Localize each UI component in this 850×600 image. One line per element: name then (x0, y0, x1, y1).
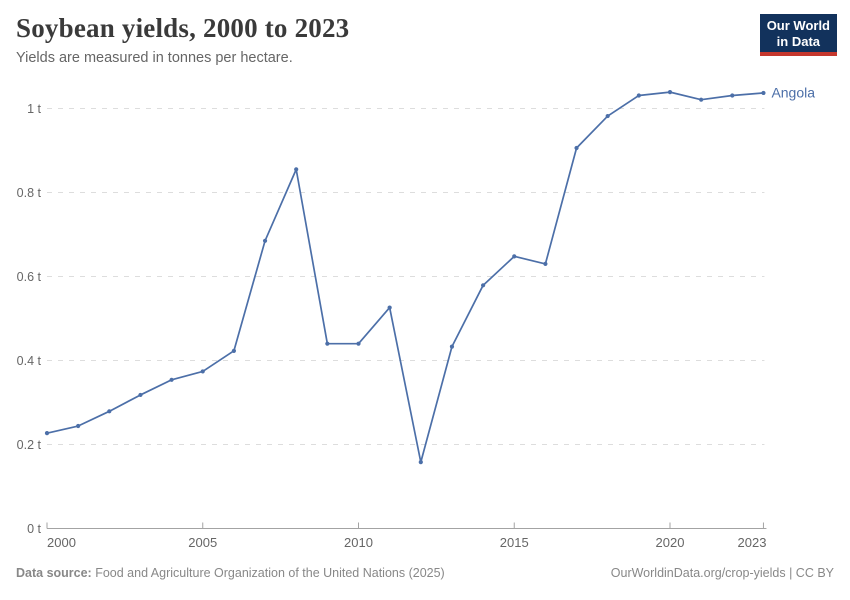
footer-citation-link: OurWorldinData.org/crop-yields | CC BY (610, 566, 834, 580)
data-point-2001 (76, 423, 81, 429)
data-point-2012 (418, 460, 423, 465)
data-point-2023 (761, 90, 766, 96)
entity-label-angola: Angola (771, 84, 815, 100)
y-tick-label: 0 t (27, 522, 41, 536)
data-source-text: Food and Agriculture Organization of the… (91, 566, 445, 580)
data-point-2018 (605, 113, 610, 119)
owid-logo-line1: Our World (766, 18, 830, 33)
data-point-2022 (730, 93, 735, 98)
data-point-2005 (200, 369, 205, 374)
chart-footer: Data source: Food and Agriculture Organi… (16, 566, 834, 580)
data-source-note: Data source: Food and Agriculture Organi… (16, 566, 445, 580)
owid-logo-line2: in Data (776, 33, 821, 49)
owid-logo: Our World in Data (759, 14, 837, 57)
data-point-2004 (169, 377, 174, 382)
data-point-2014 (481, 283, 486, 288)
data-point-2007 (262, 238, 268, 243)
data-point-2009 (325, 341, 330, 346)
data-source-label: Data source: (16, 566, 92, 580)
data-point-2015 (512, 254, 517, 259)
data-point-2020 (667, 90, 673, 95)
y-tick-label: 0.4 t (17, 354, 42, 368)
y-tick-label: 0.2 t (17, 438, 42, 452)
page-title: Soybean yields, 2000 to 2023 (16, 13, 350, 43)
data-point-2002 (107, 409, 112, 414)
data-point-2000 (44, 431, 50, 436)
y-tick-label: 1 t (27, 102, 41, 116)
chart-subtitle: Yields are measured in tonnes per hectar… (16, 50, 293, 67)
data-point-2019 (636, 93, 641, 98)
x-tick-label: 2015 (500, 535, 529, 550)
series-line-angola (46, 91, 765, 463)
x-tick-label: 2010 (344, 535, 373, 550)
data-point-2013 (449, 344, 455, 349)
y-tick-label: 0.8 t (17, 186, 42, 200)
data-point-2006 (231, 348, 236, 353)
x-tick-label: 2023 (738, 535, 767, 550)
y-tick-label: 0.6 t (17, 270, 42, 284)
data-point-2016 (543, 261, 548, 266)
chart-header: Soybean yields, 2000 to 2023 Yields are … (16, 12, 349, 66)
x-tick-label: 2020 (656, 535, 685, 550)
x-tick-label: 2000 (47, 535, 76, 550)
data-point-2011 (387, 305, 392, 310)
data-point-2003 (138, 392, 143, 398)
data-point-2008 (294, 167, 299, 172)
data-point-2017 (574, 145, 579, 151)
data-point-2021 (699, 97, 704, 102)
data-point-2010 (356, 341, 361, 346)
x-tick-label: 2005 (188, 535, 217, 550)
